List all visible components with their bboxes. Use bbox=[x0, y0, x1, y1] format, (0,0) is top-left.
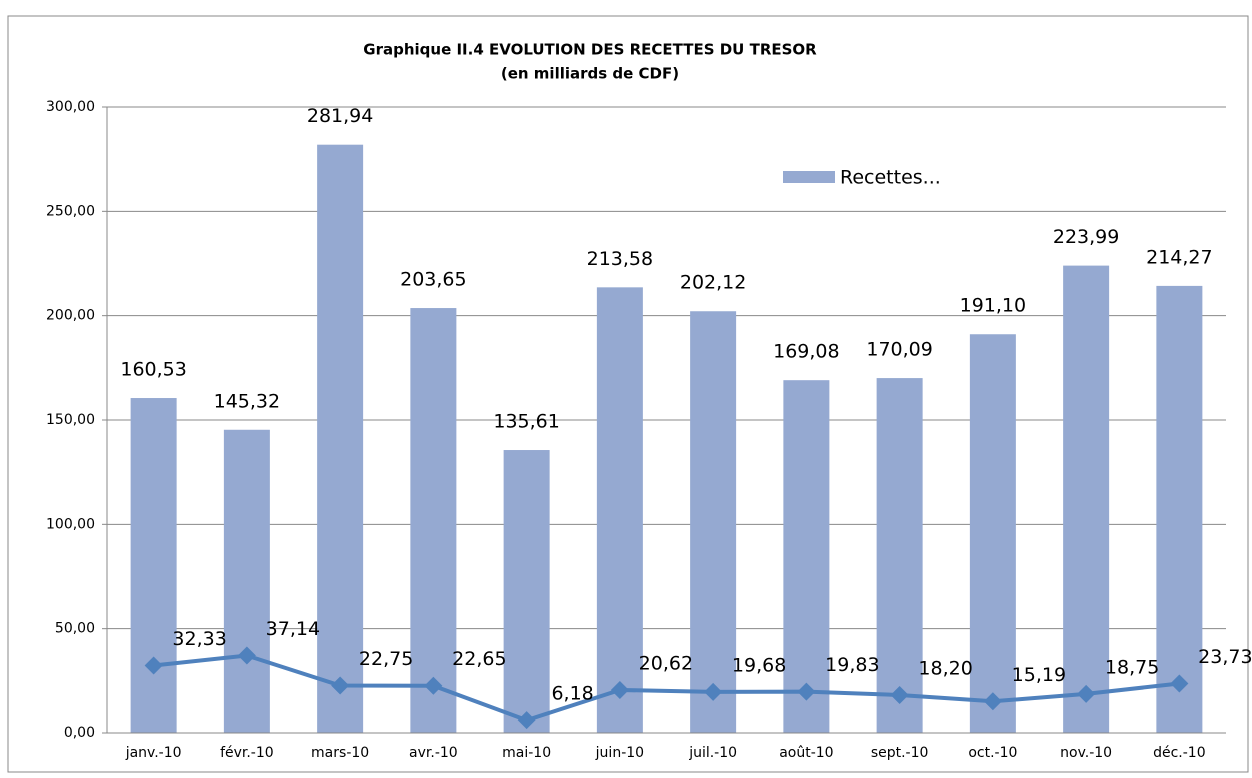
line bbox=[153, 653, 1180, 723]
value-label: 170,09 bbox=[866, 339, 932, 361]
value-label: 213,58 bbox=[587, 248, 653, 270]
value-label: 169,08 bbox=[773, 341, 839, 363]
value-label: 202,12 bbox=[680, 272, 746, 294]
value-label: 214,27 bbox=[1146, 246, 1212, 268]
x-tick-label: sept.-10 bbox=[871, 745, 929, 761]
line-point bbox=[890, 686, 909, 705]
x-tick-label: févr.-10 bbox=[220, 745, 274, 761]
line-point bbox=[704, 682, 723, 701]
value-label: 37,14 bbox=[266, 618, 320, 640]
value-label: 22,75 bbox=[359, 648, 413, 670]
chart-subtitle: (en milliards de CDF) bbox=[501, 65, 679, 83]
x-tick-label: déc.-10 bbox=[1153, 745, 1206, 761]
bar bbox=[596, 287, 643, 733]
x-tick-label: oct.-10 bbox=[968, 745, 1017, 761]
value-label: 145,32 bbox=[214, 390, 280, 412]
bar bbox=[1156, 285, 1203, 733]
line-point bbox=[331, 676, 350, 695]
value-label: 191,10 bbox=[960, 295, 1026, 317]
value-label: 135,61 bbox=[493, 411, 559, 433]
bar bbox=[223, 429, 270, 733]
x-tick-label: mars-10 bbox=[311, 745, 369, 761]
value-label: 281,94 bbox=[307, 105, 373, 127]
bar bbox=[503, 450, 550, 733]
line-point bbox=[1170, 674, 1189, 693]
value-label: 18,75 bbox=[1105, 656, 1159, 678]
x-tick-label: août-10 bbox=[779, 745, 833, 761]
y-tick-label: 50,00 bbox=[55, 621, 95, 637]
y-tick-label: 100,00 bbox=[46, 516, 95, 532]
value-label: 19,68 bbox=[732, 654, 786, 676]
x-tick-label: juil.-10 bbox=[688, 745, 737, 761]
line-point bbox=[983, 692, 1002, 711]
y-tick-label: 150,00 bbox=[46, 412, 95, 428]
x-tick-label: juin-10 bbox=[595, 745, 644, 761]
y-tick-label: 0,00 bbox=[64, 725, 95, 741]
value-label: 22,65 bbox=[452, 648, 506, 670]
y-tick-label: 250,00 bbox=[46, 203, 95, 219]
y-tick-label: 300,00 bbox=[46, 99, 95, 115]
legend-swatch bbox=[783, 171, 835, 183]
line-point bbox=[144, 656, 163, 675]
line-point bbox=[610, 680, 629, 699]
x-tick-label: nov.-10 bbox=[1060, 745, 1112, 761]
chart-title: Graphique II.4 EVOLUTION DES RECETTES DU… bbox=[363, 41, 817, 59]
line-point bbox=[424, 676, 443, 695]
bar bbox=[690, 311, 737, 733]
x-tick-label: janv.-10 bbox=[125, 745, 182, 761]
value-label: 6,18 bbox=[551, 683, 593, 705]
bar bbox=[410, 308, 457, 733]
bar bbox=[1063, 265, 1110, 733]
value-label: 223,99 bbox=[1053, 226, 1119, 248]
value-label: 23,73 bbox=[1198, 646, 1252, 668]
x-tick-label: mai-10 bbox=[502, 745, 551, 761]
line-point bbox=[517, 711, 536, 730]
bar bbox=[317, 144, 364, 734]
line-point bbox=[1077, 684, 1096, 703]
value-label: 32,33 bbox=[172, 628, 226, 650]
value-label: 160,53 bbox=[120, 359, 186, 381]
bar bbox=[969, 334, 1016, 733]
value-label: 20,62 bbox=[639, 652, 693, 674]
bar bbox=[783, 380, 830, 733]
value-label: 15,19 bbox=[1012, 664, 1066, 686]
bar bbox=[876, 378, 923, 733]
value-label: 19,83 bbox=[825, 654, 879, 676]
value-label: 203,65 bbox=[400, 269, 466, 291]
value-label: 18,20 bbox=[918, 658, 972, 680]
x-tick-label: avr.-10 bbox=[409, 745, 458, 761]
legend-label: Recettes... bbox=[840, 167, 941, 189]
y-tick-label: 200,00 bbox=[46, 308, 95, 324]
bar bbox=[130, 398, 177, 733]
line-point bbox=[237, 646, 256, 665]
line-point bbox=[797, 682, 816, 701]
